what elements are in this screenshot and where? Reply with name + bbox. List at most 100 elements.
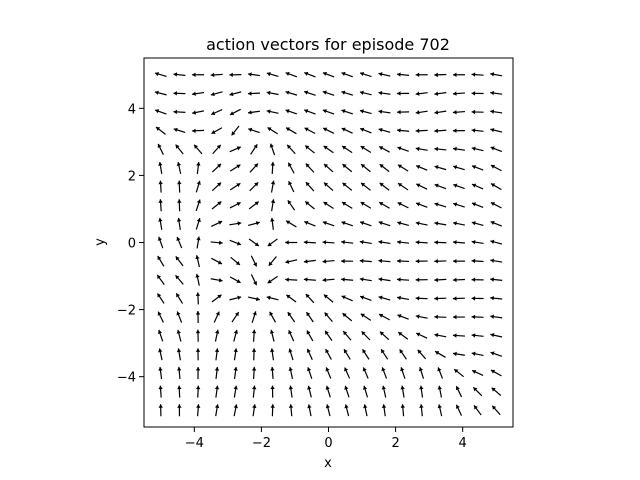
vector-arrowhead-273 [415, 277, 420, 283]
vector-arrowhead-113 [248, 72, 252, 77]
vector-arrowhead-126 [270, 180, 276, 185]
vector-arrowhead-34 [173, 127, 178, 133]
vector-arrowhead-14 [157, 143, 162, 149]
vector-arrowhead-209 [363, 404, 368, 409]
vector-arrowhead-10 [158, 217, 163, 222]
vector-arrowhead-107 [254, 182, 259, 187]
vector-arrowhead-179 [322, 259, 327, 264]
vector-arrowhead-48 [196, 218, 201, 223]
vector-arrowhead-18 [155, 71, 159, 77]
vector-arrowhead-360 [490, 72, 495, 77]
vector-arrowhead-331 [471, 258, 476, 264]
vector-arrowhead-38 [196, 404, 201, 408]
vector-arrowhead-185 [323, 145, 328, 150]
vector-arrowhead-269 [417, 349, 422, 354]
vector-arrowhead-270 [416, 332, 421, 337]
vector-arrowhead-129 [267, 127, 272, 132]
vector-arrowhead-41 [195, 348, 201, 352]
vector-arrowhead-287 [437, 367, 442, 372]
vector-arrowhead-195 [342, 313, 347, 318]
vector-arrowhead-254 [397, 277, 401, 282]
vector-arrowhead-20 [177, 385, 182, 390]
vector-arrowhead-235 [378, 277, 383, 282]
vector-arrowhead-324 [473, 387, 478, 392]
vector-arrowhead-253 [397, 295, 401, 301]
vector-arrowhead-310 [452, 296, 457, 301]
vector-arrowhead-136 [288, 348, 293, 353]
vector-arrowhead-64 [218, 278, 223, 283]
vector-arrowhead-66 [218, 240, 223, 245]
vector-arrowhead-182 [323, 201, 328, 206]
vector-arrowhead-45 [195, 273, 200, 278]
vector-arrowhead-300 [434, 128, 438, 134]
vector-arrowhead-28 [176, 236, 181, 242]
vector-arrowhead-352 [490, 220, 495, 225]
vector-arrowhead-196 [341, 295, 346, 300]
vector-arrowhead-153 [307, 385, 312, 390]
vector-arrowhead-261 [397, 146, 402, 151]
vector-arrowhead-17 [154, 90, 159, 95]
x-tick-label-4: 4 [459, 436, 467, 451]
vector-arrowhead-216 [359, 277, 364, 282]
vector-arrowhead-250 [399, 349, 404, 354]
vector-arrowhead-229 [381, 385, 387, 390]
vector-arrowhead-7 [157, 274, 162, 280]
vector-arrowhead-42 [195, 329, 201, 334]
vector-arrowhead-166 [305, 145, 310, 150]
vector-arrowhead-213 [361, 331, 366, 336]
vector-arrowhead-348 [490, 295, 494, 301]
vector-arrowhead-203 [342, 164, 347, 169]
vector-arrowhead-60 [214, 348, 220, 353]
vector-arrowhead-323 [474, 405, 478, 410]
vector-arrowhead-282 [415, 110, 420, 115]
x-axis: −4 −2 0 2 4 [185, 427, 467, 451]
vector-arrowhead-311 [452, 277, 457, 283]
vector-arrowhead-43 [195, 311, 201, 315]
vector-arrowhead-220 [360, 202, 365, 206]
vector-arrowhead-16 [155, 109, 160, 114]
vector-arrowhead-131 [266, 90, 271, 96]
vector-arrowhead-286 [437, 385, 442, 390]
vector-arrowhead-15 [156, 127, 161, 131]
vector-arrowhead-27 [175, 256, 180, 261]
vector-arrowhead-106 [254, 201, 259, 206]
vector-arrowhead-160 [303, 259, 308, 264]
vector-arrowhead-258 [397, 202, 402, 207]
vector-arrowhead-263 [397, 109, 401, 115]
vector-arrowhead-305 [455, 386, 460, 391]
vector-arrowhead-3 [158, 348, 163, 353]
vector-arrowhead-157 [306, 312, 311, 317]
vector-arrowhead-111 [248, 110, 252, 115]
vector-arrowhead-255 [397, 258, 401, 264]
vector-arrowhead-122 [268, 261, 273, 266]
vector-arrowhead-163 [305, 201, 310, 206]
vector-arrowhead-73 [211, 111, 216, 116]
vector-arrowhead-44 [195, 292, 201, 297]
vector-arrowhead-5 [157, 311, 162, 316]
vector-arrowhead-74 [210, 91, 215, 97]
vector-arrowhead-223 [360, 146, 365, 150]
vector-arrowhead-306 [454, 369, 459, 374]
vector-arrowhead-171 [325, 404, 331, 409]
vector-arrowhead-339 [471, 109, 476, 115]
vector-arrowhead-359 [490, 90, 495, 96]
vector-arrowhead-356 [490, 146, 495, 151]
vector-arrowhead-192 [344, 367, 349, 372]
vector-arrowhead-81 [234, 312, 239, 317]
vector-arrowhead-58 [214, 385, 220, 390]
y-tick-label-2: 0 [128, 237, 136, 252]
vector-arrowhead-241 [379, 164, 384, 169]
vector-arrowhead-186 [323, 127, 328, 132]
vector-arrowhead-292 [434, 277, 438, 283]
vector-arrowhead-343 [491, 387, 496, 392]
vector-arrowhead-90 [236, 146, 241, 151]
vector-arrowhead-333 [471, 221, 476, 226]
vector-arrowhead-115 [270, 385, 275, 390]
vector-arrowhead-215 [360, 295, 365, 300]
vector-arrowhead-316 [453, 183, 458, 188]
vector-arrowhead-350 [490, 258, 495, 263]
vector-arrowhead-4 [157, 329, 163, 335]
vector-arrowhead-29 [176, 217, 182, 222]
vector-arrowhead-317 [453, 165, 458, 170]
